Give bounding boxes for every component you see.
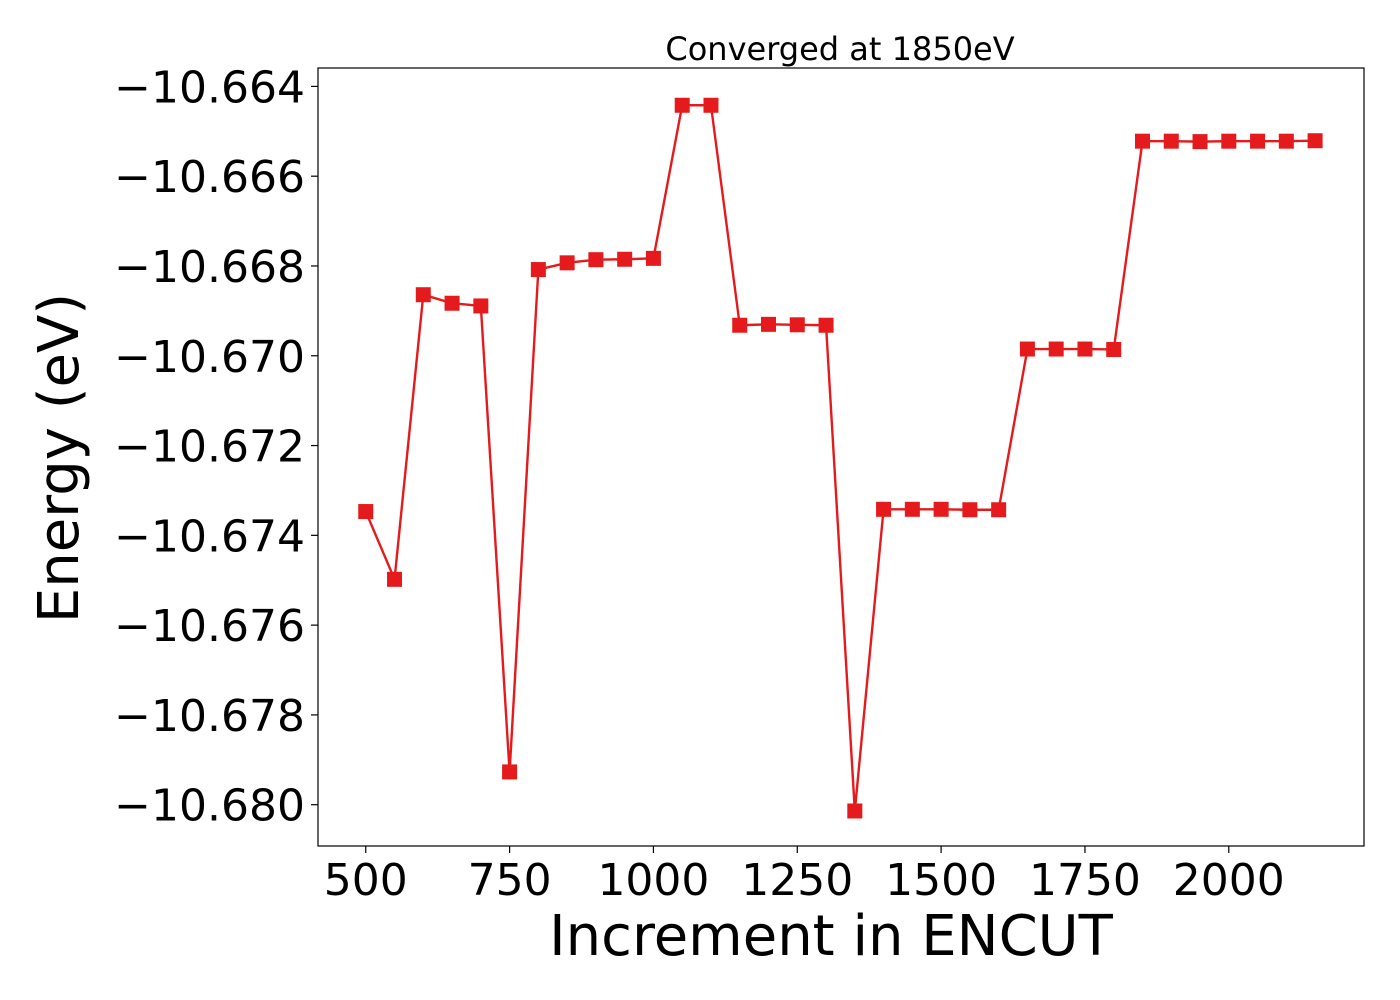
data-point-marker bbox=[1192, 134, 1208, 150]
y-tick-label: −10.676 bbox=[114, 601, 305, 652]
x-tick-label: 750 bbox=[468, 855, 552, 906]
data-point-marker bbox=[1134, 133, 1150, 149]
x-tick-label: 1000 bbox=[597, 855, 709, 906]
data-point-marker bbox=[1163, 133, 1179, 149]
y-tick-label: −10.670 bbox=[114, 332, 305, 383]
data-point-marker bbox=[1307, 133, 1323, 149]
data-point-marker bbox=[358, 504, 374, 520]
data-point-marker bbox=[530, 262, 546, 278]
data-point-marker bbox=[645, 250, 661, 266]
series-line bbox=[364, 104, 1316, 813]
x-tick-label: 2000 bbox=[1173, 855, 1285, 906]
data-point-marker bbox=[473, 298, 489, 314]
data-point-marker bbox=[933, 501, 949, 517]
x-tick-label: 1500 bbox=[885, 855, 997, 906]
data-point-marker bbox=[674, 97, 690, 113]
y-tick-label: −10.678 bbox=[114, 691, 305, 742]
data-point-marker bbox=[1250, 133, 1266, 149]
data-point-marker bbox=[559, 255, 575, 271]
data-point-marker bbox=[1048, 341, 1064, 357]
y-tick-label: −10.666 bbox=[114, 152, 305, 203]
data-point-marker bbox=[991, 502, 1007, 518]
plot-frame bbox=[317, 67, 1365, 847]
data-point-marker bbox=[502, 764, 518, 780]
y-tick-label: −10.680 bbox=[114, 781, 305, 832]
data-point-marker bbox=[962, 502, 978, 518]
data-point-marker bbox=[444, 295, 460, 311]
x-tick-label: 1250 bbox=[741, 855, 853, 906]
data-point-marker bbox=[588, 252, 604, 268]
data-point-marker bbox=[847, 803, 863, 819]
data-point-marker bbox=[876, 501, 892, 517]
data-point-marker bbox=[703, 97, 719, 113]
chart-title: Converged at 1850eV bbox=[665, 30, 1014, 68]
data-point-marker bbox=[761, 316, 777, 332]
y-tick-label: −10.668 bbox=[114, 242, 305, 293]
data-point-marker bbox=[387, 571, 403, 587]
data-point-marker bbox=[818, 317, 834, 333]
y-axis-label: Energy (eV) bbox=[27, 293, 92, 623]
x-axis-label: Increment in ENCUT bbox=[549, 904, 1114, 969]
data-point-marker bbox=[1106, 341, 1122, 357]
data-point-marker bbox=[1019, 341, 1035, 357]
y-tick-label: −10.674 bbox=[114, 511, 305, 562]
data-point-marker bbox=[617, 251, 633, 267]
data-point-marker bbox=[415, 287, 431, 303]
data-point-marker bbox=[1077, 341, 1093, 357]
x-tick-label: 1750 bbox=[1029, 855, 1141, 906]
data-point-marker bbox=[1221, 133, 1237, 149]
plot-layer: 500 750 1000 1250 1500 1750 2000 −10.664 −10.666… bbox=[114, 62, 1323, 906]
y-tick-label: −10.664 bbox=[114, 62, 305, 113]
data-point-marker bbox=[1278, 133, 1294, 149]
y-tick-label: −10.672 bbox=[114, 422, 305, 473]
data-point-marker bbox=[732, 317, 748, 333]
data-point-marker bbox=[904, 501, 920, 517]
data-point-marker bbox=[789, 317, 805, 333]
x-tick-label: 500 bbox=[324, 855, 408, 906]
